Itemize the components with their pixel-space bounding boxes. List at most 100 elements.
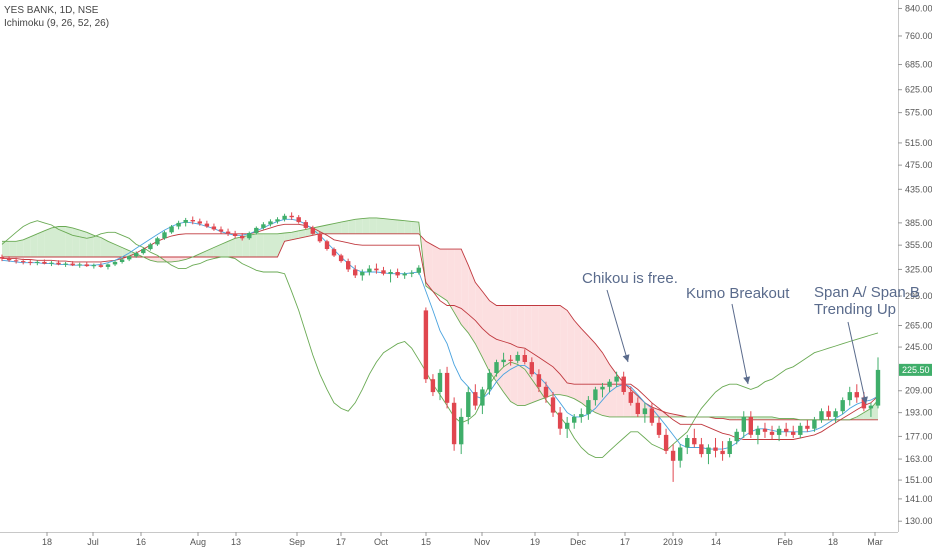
time-tick-label: Mar — [867, 537, 883, 547]
time-tick-label: 17 — [336, 537, 346, 547]
candle-body — [42, 261, 47, 264]
cloud-segment — [348, 219, 356, 234]
time-tick-label: 14 — [711, 537, 721, 547]
candle-body — [49, 262, 54, 264]
candle-body — [642, 408, 648, 415]
candle-body — [381, 270, 386, 274]
candle-body — [515, 355, 520, 361]
cloud-segment — [319, 225, 327, 234]
cloud-segment — [30, 233, 38, 257]
candle-body — [649, 408, 655, 423]
cloud-segment — [178, 257, 186, 262]
cloud-segment — [171, 257, 179, 262]
candle-body — [776, 428, 782, 435]
candle-body — [211, 226, 217, 230]
time-tick-label: 17 — [620, 537, 630, 547]
price-tick-label: 475.00 — [905, 160, 932, 170]
candle-body — [197, 221, 202, 224]
annotation-arrow — [731, 303, 749, 385]
candle-body — [670, 450, 676, 461]
candle-body — [769, 431, 775, 435]
candle-body — [579, 414, 584, 417]
cloud-segment — [16, 239, 24, 257]
candle-body — [0, 257, 5, 259]
candle-body — [162, 232, 167, 239]
time-tick-label: 15 — [421, 537, 431, 547]
candle-body — [303, 222, 308, 228]
annotation-line: Trending Up — [814, 301, 896, 318]
price-tick-label: 685.00 — [905, 60, 932, 70]
candle-body — [727, 441, 732, 454]
cloud-segment — [341, 220, 349, 234]
candle-body — [812, 419, 817, 429]
cloud-segment — [72, 227, 80, 257]
candle-body — [402, 273, 407, 276]
candles — [0, 212, 881, 482]
cloud-segment — [856, 412, 864, 420]
cloud-segment — [411, 221, 419, 234]
time-tick-label: Dec — [570, 537, 587, 547]
candle-body — [204, 223, 210, 227]
cloud-segment — [524, 305, 532, 406]
kijun-line — [2, 223, 879, 440]
price-tick-label: 575.00 — [905, 108, 932, 118]
cloud-segment — [602, 352, 610, 417]
price-tick-label: 163.00 — [905, 454, 932, 464]
candle-body — [720, 450, 725, 455]
cloud-segment — [263, 233, 271, 257]
annotation-arrow — [606, 289, 629, 363]
time-tick-label: Nov — [474, 537, 491, 547]
price-tick-label: 295.00 — [905, 291, 932, 301]
candle-body — [232, 233, 238, 236]
time-tick-label: Sep — [289, 537, 305, 547]
symbol-label: YES BANK, 1D, NSE — [4, 5, 99, 16]
cloud-segment — [560, 305, 568, 397]
last-price-tag — [899, 363, 932, 376]
cloud-segment — [157, 257, 165, 262]
candle-body — [134, 253, 139, 257]
price-tick-label: 435.00 — [905, 184, 932, 194]
chart-legend: YES BANK, 1D, NSE Ichimoku (9, 26, 52, 2… — [4, 4, 109, 30]
candle-body — [119, 259, 125, 262]
cloud-segment — [468, 265, 476, 344]
candle-body — [508, 359, 513, 361]
cloud-segment — [37, 230, 45, 257]
cloud-segment — [93, 235, 101, 257]
candle-body — [367, 268, 372, 272]
cloud-segment — [108, 241, 115, 257]
cloud-segment — [44, 227, 52, 257]
candle-body — [833, 411, 838, 417]
cloud-segment — [362, 217, 370, 234]
candle-body — [607, 381, 612, 387]
candle-body — [706, 447, 711, 454]
cloud-segment — [115, 244, 123, 257]
cloud-segment — [397, 220, 405, 234]
annotation-arrowhead — [861, 396, 868, 404]
cloud-segment — [729, 416, 737, 420]
price-tick-label: 625.00 — [905, 85, 932, 95]
cloud-segment — [553, 305, 561, 395]
candle-body — [338, 255, 344, 262]
candle-body — [353, 269, 358, 276]
candle-body — [310, 227, 315, 234]
time-tick-label: 18 — [828, 537, 838, 547]
cloud-segment — [440, 249, 448, 301]
cloud-segment — [863, 408, 871, 420]
cloud-segment — [221, 241, 229, 257]
cloud-segment — [404, 220, 412, 234]
cloud-segment — [284, 232, 292, 242]
candle-body — [480, 389, 485, 406]
candle-body — [430, 379, 436, 393]
candle-body — [748, 416, 753, 435]
candle-body — [614, 376, 619, 382]
cloud-segment — [23, 236, 31, 257]
candle-body — [169, 226, 174, 233]
cloud-segment — [327, 223, 334, 234]
candle-body — [21, 261, 26, 263]
candle-body — [127, 256, 132, 260]
annotation-arrowhead — [743, 376, 751, 384]
annotation-arrows — [606, 289, 868, 405]
candle-body — [600, 386, 605, 390]
